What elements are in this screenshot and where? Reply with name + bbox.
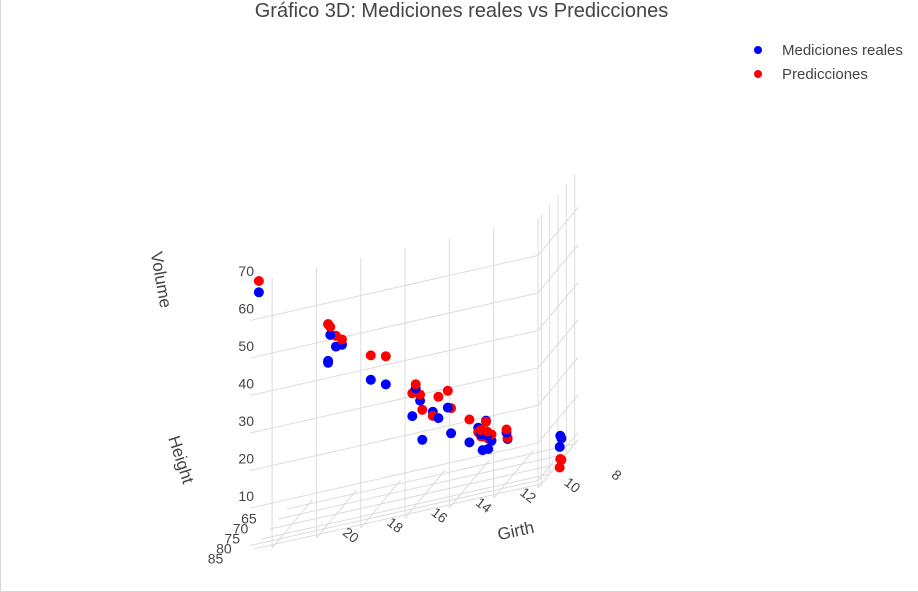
- legend-item-predicciones[interactable]: Predicciones: [748, 64, 918, 88]
- side-grid-volume-70: [537, 207, 579, 256]
- point-predicciones-29: [323, 319, 334, 330]
- floor-grid-height-80: [261, 473, 550, 540]
- data-points: [253, 276, 567, 473]
- legend-marker-predicciones: [754, 70, 762, 78]
- tick-label-volume-20: 20: [238, 451, 254, 467]
- point-mediciones-reales-0: [554, 441, 565, 452]
- tick-label-girth-14: 14: [473, 494, 495, 516]
- point-predicciones-24: [365, 350, 376, 361]
- tick-label-height-75: 75: [224, 531, 240, 547]
- point-predicciones-13: [481, 416, 491, 427]
- point-mediciones-reales-21: [407, 411, 418, 422]
- floor-grid-height-75: [269, 463, 559, 530]
- point-predicciones-14: [464, 414, 475, 425]
- tick-label-volume-50: 50: [238, 338, 254, 354]
- chart-title: Gráfico 3D: Mediciones reales vs Predicc…: [254, 0, 669, 22]
- wall-grid-volume-40: [249, 367, 539, 434]
- wall-grid-volume-60: [249, 292, 539, 359]
- point-predicciones-30: [253, 276, 264, 286]
- floor-grid-height-70: [278, 453, 567, 520]
- point-mediciones-reales-24: [365, 374, 376, 385]
- side-grid-volume-20: [537, 394, 579, 444]
- point-predicciones-17: [417, 404, 428, 415]
- legend-label-mediciones-reales: Mediciones reales: [782, 42, 903, 59]
- axis-title-girth: Girth: [496, 518, 536, 544]
- legend-label-predicciones: Predicciones: [782, 66, 868, 83]
- point-predicciones-2: [555, 454, 566, 464]
- tick-label-volume-70: 70: [238, 263, 254, 279]
- tick-label-height-70: 70: [233, 521, 249, 537]
- tick-label-volume-40: 40: [238, 376, 254, 392]
- point-mediciones-reales-29: [323, 357, 334, 368]
- wall-grid-volume-50: [249, 330, 539, 396]
- grid: [249, 174, 579, 550]
- point-mediciones-reales-27: [325, 329, 336, 340]
- tick-label-girth-10: 10: [561, 474, 583, 496]
- point-mediciones-reales-4: [483, 444, 494, 454]
- point-predicciones-25: [337, 334, 347, 345]
- point-mediciones-reales-30: [253, 287, 264, 298]
- legend-marker-mediciones-reales: [754, 46, 762, 54]
- tick-label-height-80: 80: [216, 541, 232, 557]
- wall-grid-volume-30: [249, 405, 539, 471]
- tick-label-height-85: 85: [208, 551, 224, 567]
- point-predicciones-23: [380, 351, 391, 362]
- axis-title-height: Height: [164, 433, 197, 486]
- wall-grid-volume-10: [249, 480, 539, 546]
- point-mediciones-reales-15: [446, 428, 457, 439]
- floor-grid-height-65: [286, 443, 575, 510]
- point-predicciones-9: [482, 426, 493, 437]
- tick-label-girth-8: 8: [609, 466, 625, 484]
- point-mediciones-reales-23: [380, 379, 391, 390]
- point-mediciones-reales-17: [417, 434, 428, 445]
- side-grid-volume-30: [537, 357, 579, 406]
- legend-item-mediciones-reales[interactable]: Mediciones reales: [748, 40, 918, 64]
- point-predicciones-19: [442, 385, 453, 396]
- point-predicciones-18: [433, 391, 444, 402]
- legend: Mediciones reales Predicciones: [748, 40, 918, 88]
- side-grid-volume-40: [537, 319, 579, 369]
- wall-grid-volume-70: [249, 255, 539, 321]
- tick-label-volume-60: 60: [238, 301, 254, 317]
- point-mediciones-reales-2: [555, 430, 566, 441]
- axis-title-volume: Volume: [147, 250, 176, 309]
- point-predicciones-6: [501, 424, 512, 435]
- side-grid-volume-60: [537, 244, 579, 294]
- tick-label-volume-30: 30: [238, 413, 254, 429]
- wall-grid-volume-20: [249, 442, 539, 509]
- tick-label-girth-20: 20: [340, 524, 362, 546]
- tick-label-girth-12: 12: [517, 484, 539, 506]
- point-predicciones-22: [410, 379, 421, 390]
- tick-label-girth-16: 16: [429, 504, 451, 526]
- side-grid-volume-50: [537, 282, 579, 331]
- tick-label-girth-18: 18: [384, 514, 406, 536]
- tick-label-height-65: 65: [241, 511, 257, 527]
- point-mediciones-reales-19: [442, 402, 453, 413]
- point-mediciones-reales-18: [433, 413, 444, 424]
- point-predicciones-0: [554, 462, 565, 473]
- point-mediciones-reales-14: [464, 437, 475, 448]
- tick-label-volume-10: 10: [238, 488, 254, 504]
